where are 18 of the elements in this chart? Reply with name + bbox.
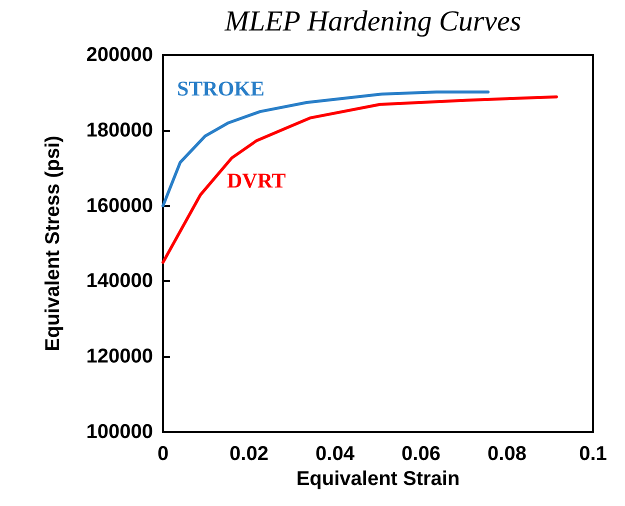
- y-tick-label: 200000: [86, 44, 153, 66]
- x-tick-label: 0.02: [230, 443, 268, 465]
- chart-title: MLEP Hardening Curves: [224, 6, 522, 38]
- x-tick-label: 0: [157, 443, 169, 465]
- x-tick-label: 0.06: [402, 443, 440, 465]
- x-axis-title: Equivalent Strain: [296, 468, 460, 490]
- x-tick-label: 0.1: [579, 443, 607, 465]
- y-tick-label: 140000: [86, 270, 153, 292]
- y-tick-label: 100000: [86, 421, 153, 443]
- x-tick-label: 0.08: [488, 443, 526, 465]
- y-tick-label: 160000: [86, 194, 153, 217]
- x-tick-label: 0.04: [316, 443, 356, 465]
- series-label: DVRT: [227, 168, 286, 192]
- y-tick-label: 120000: [86, 346, 153, 368]
- y-axis-title: Equivalent Stress (psi): [42, 136, 64, 352]
- line-series: [162, 95, 558, 264]
- series-label: STROKE: [177, 76, 265, 100]
- y-tick-label: 180000: [86, 119, 153, 142]
